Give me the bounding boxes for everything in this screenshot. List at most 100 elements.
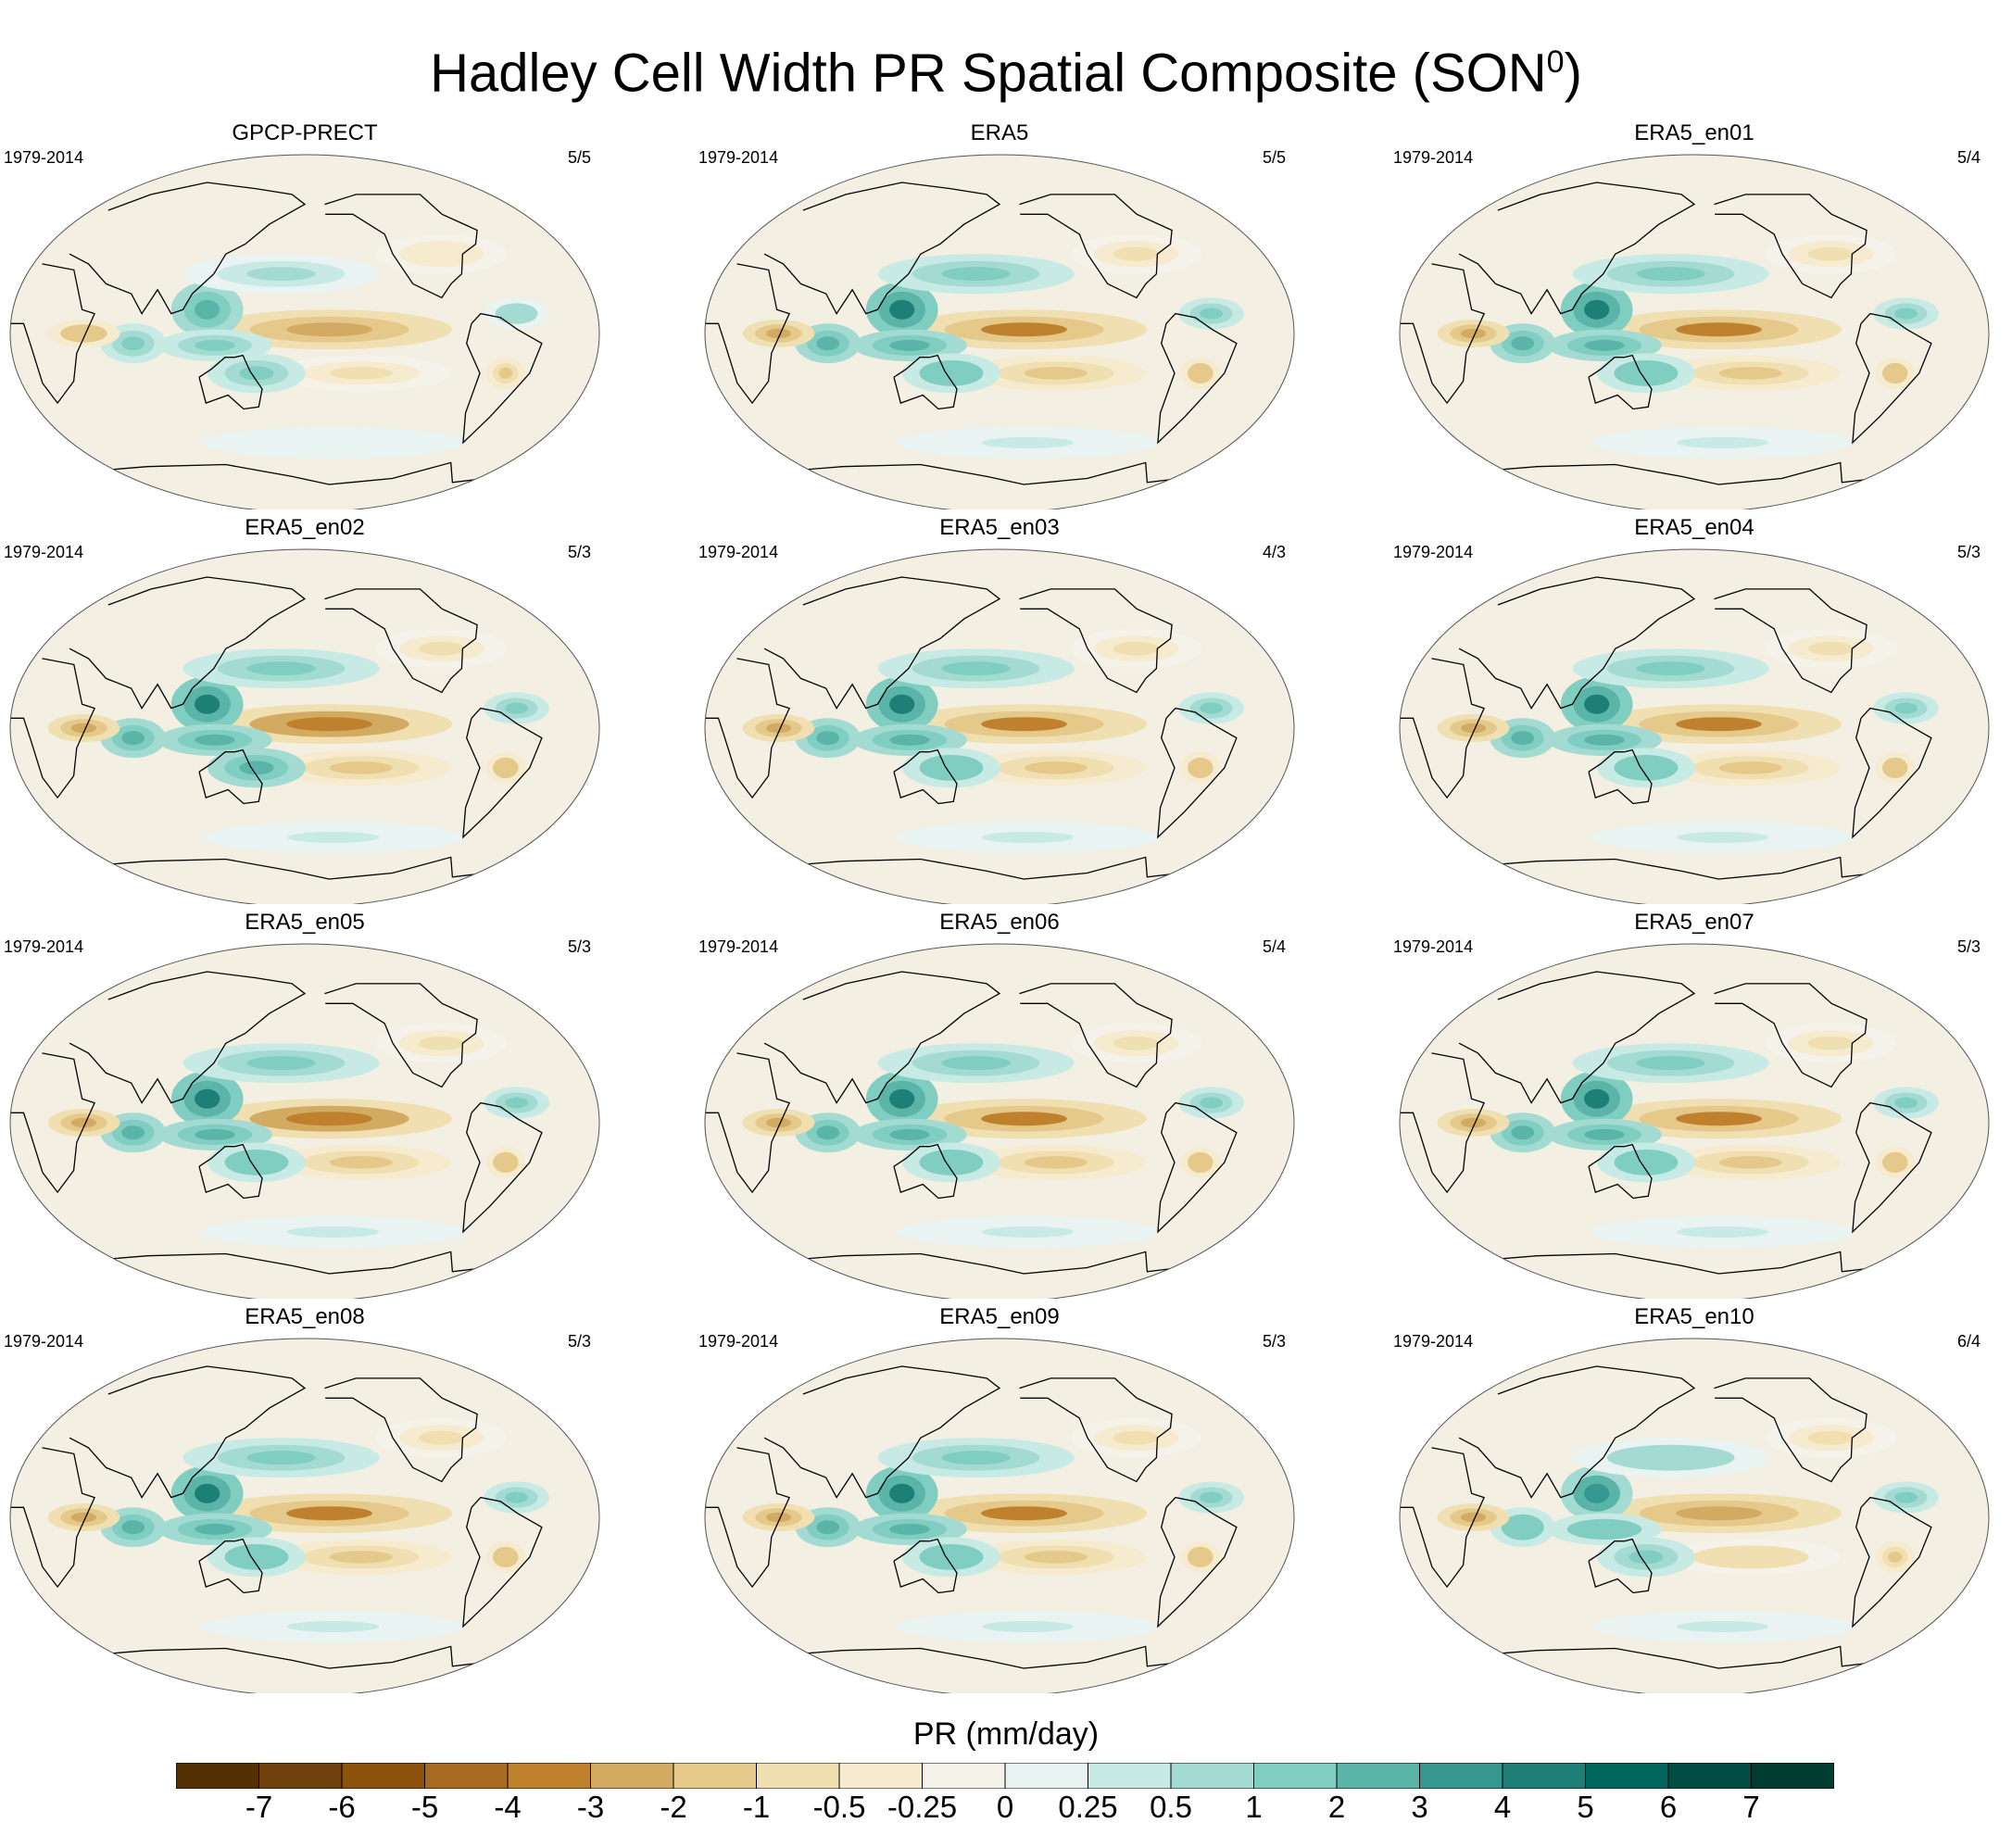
- africa-coastline: [705, 1052, 790, 1194]
- anomaly-north-pacific-wet: [246, 661, 316, 676]
- map-svg: [9, 943, 600, 1299]
- anomaly-atlantic-itcz-wet: [1200, 308, 1223, 320]
- anomaly-western-indian-ocean-dry: [765, 328, 792, 339]
- anomaly-maritime-continent-wet: [889, 299, 915, 320]
- anomaly-atlantic-itcz-wet: [505, 1491, 528, 1503]
- map-field: [1400, 1339, 1989, 1693]
- anomaly-atlantic-itcz-wet: [1894, 1491, 1918, 1503]
- map-svg: [704, 154, 1295, 509]
- anomaly-north-pacific-wet: [941, 1451, 1011, 1465]
- panel-title: GPCP-PRECT: [232, 120, 378, 145]
- anomaly-indonesia-wet: [195, 339, 235, 351]
- south-america-coastline: [1157, 1101, 1238, 1234]
- anomaly-equatorial-pacific-dry-band: [286, 1506, 372, 1521]
- anomaly-indian-ocean-wet: [121, 336, 145, 351]
- antarctica-coastline: [769, 856, 1230, 880]
- anomaly-western-indian-ocean-dry: [1460, 723, 1487, 734]
- anomaly-equatorial-pacific-dry-band: [1676, 1506, 1762, 1521]
- anomaly-atlantic-itcz-wet: [1894, 1097, 1918, 1109]
- anomaly-southwest-pacific-wet: [1628, 366, 1664, 381]
- anomaly-western-indian-ocean-dry: [70, 723, 97, 734]
- anomaly-atlantic-itcz-wet: [505, 1097, 528, 1109]
- anomaly-indonesia-wet: [195, 734, 235, 746]
- anomaly-equatorial-pacific-dry-band: [981, 717, 1067, 732]
- anomaly-southwest-pacific-wet: [239, 761, 274, 775]
- map-svg: [1399, 1338, 1990, 1693]
- panel-period: 1979-2014: [1393, 543, 1474, 561]
- panel-period: 1979-2014: [698, 937, 779, 956]
- anomaly-maritime-continent-wet: [1584, 694, 1610, 714]
- panel-period: 1979-2014: [1393, 1332, 1474, 1351]
- map-svg: [1399, 548, 1990, 904]
- colorbar-tick-label: -4: [494, 1790, 522, 1824]
- antarctica-coastline: [769, 1645, 1230, 1669]
- map-panel: ERA5_en06 1979-2014 5/4: [698, 910, 1301, 1299]
- map-field: [1400, 549, 1989, 904]
- colorbar-tick-label: -6: [328, 1790, 356, 1824]
- map-svg: [704, 1338, 1295, 1693]
- panel-count: 5/3: [567, 937, 591, 956]
- colorbar-tick-label: -0.25: [887, 1790, 958, 1824]
- asia-coastline: [763, 576, 1001, 710]
- anomaly-maritime-continent-wet: [195, 299, 220, 320]
- africa-coastline: [10, 658, 95, 799]
- panel-count: 5/4: [1956, 148, 1981, 167]
- anomaly-southern-ocean-wet: [1677, 1620, 1768, 1632]
- panel-title: ERA5_en09: [939, 1304, 1060, 1329]
- anomaly-maritime-continent-wet: [195, 1483, 220, 1503]
- panel-period: 1979-2014: [4, 937, 84, 956]
- map-border: [1399, 548, 1990, 904]
- australia-coastline: [1588, 354, 1653, 410]
- map-svg: [9, 548, 600, 904]
- asia-coastline: [763, 1365, 1001, 1499]
- anomaly-spcz-dry-tongue: [1024, 1156, 1088, 1169]
- australia-coastline: [1588, 1538, 1653, 1594]
- asia-coastline: [763, 182, 1001, 315]
- anomaly-southern-ocean-wet: [287, 436, 379, 448]
- colorbar-tick-label: 0.25: [1058, 1790, 1118, 1824]
- anomaly-indian-ocean-wet: [121, 1520, 145, 1535]
- anomaly-north-america-dry: [1113, 1430, 1160, 1445]
- map-border: [704, 943, 1295, 1299]
- australia-coastline: [1588, 1143, 1653, 1200]
- anomaly-southern-ocean-wet: [982, 1226, 1074, 1238]
- australia-coastline: [893, 1143, 958, 1200]
- anomaly-western-indian-ocean-dry: [765, 1117, 792, 1128]
- asia-coastline: [763, 971, 1001, 1104]
- map-panel: ERA5_en03 1979-2014 4/3: [698, 515, 1301, 904]
- anomaly-south-america-dry: [1888, 1156, 1903, 1168]
- anomaly-north-america-dry: [1113, 641, 1160, 656]
- south-america-coastline: [1852, 1101, 1932, 1234]
- anomaly-maritime-continent-wet: [889, 694, 915, 714]
- africa-coastline: [705, 263, 790, 405]
- asia-coastline: [1458, 182, 1696, 315]
- colorbar-segment: [1004, 1763, 1088, 1789]
- colorbar-tick-label: 4: [1493, 1790, 1512, 1824]
- map-panel: ERA5 1979-2014 5/5: [698, 120, 1301, 509]
- panel-period: 1979-2014: [1393, 937, 1474, 956]
- australia-coastline: [198, 1143, 263, 1200]
- australia-coastline: [893, 748, 958, 805]
- anomaly-indian-ocean-wet: [816, 336, 840, 351]
- antarctica-coastline: [1464, 1645, 1925, 1669]
- anomaly-western-indian-ocean-dry: [70, 1117, 97, 1128]
- anomaly-maritime-continent-wet: [1584, 1088, 1610, 1109]
- anomaly-indonesia-wet: [889, 1523, 930, 1535]
- australia-coastline: [1588, 748, 1653, 805]
- africa-coastline: [10, 1052, 95, 1194]
- panel-count: 5/5: [1262, 148, 1286, 167]
- antarctica-coastline: [769, 1251, 1230, 1275]
- anomaly-south-america-dry: [1888, 367, 1903, 379]
- panel-count: 5/3: [567, 1332, 591, 1351]
- antarctica-coastline: [1464, 856, 1925, 880]
- north-america-coastline: [324, 1377, 478, 1483]
- asia-coastline: [69, 182, 307, 315]
- anomaly-southwest-pacific-wet: [239, 366, 274, 381]
- anomaly-atlantic-itcz-wet: [1894, 308, 1918, 320]
- anomaly-north-america-dry: [1807, 246, 1855, 261]
- anomaly-western-indian-ocean-dry: [1460, 1512, 1487, 1523]
- africa-coastline: [1400, 658, 1485, 799]
- panel-title: ERA5_en04: [1634, 515, 1754, 540]
- anomaly-north-america-dry: [1113, 1036, 1160, 1050]
- north-america-coastline: [1714, 983, 1867, 1088]
